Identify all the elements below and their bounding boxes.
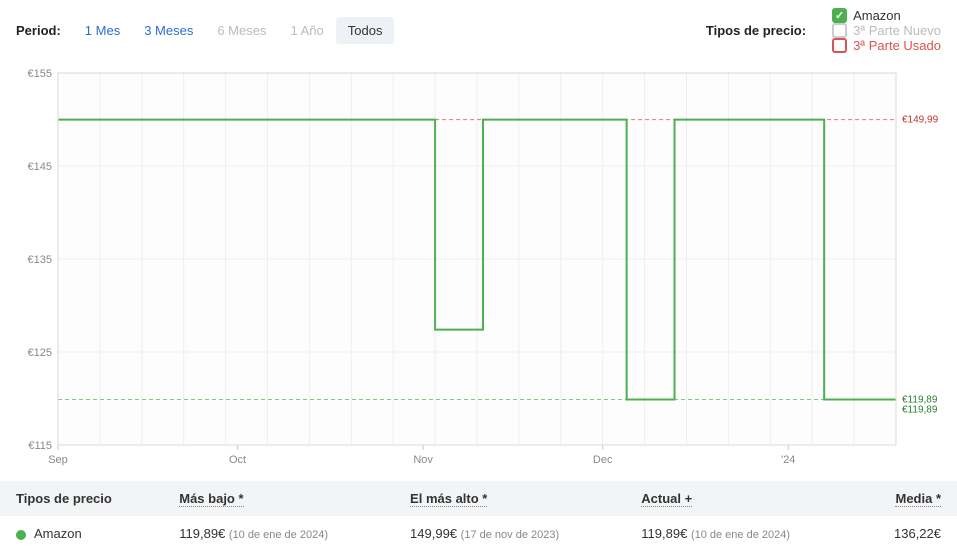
cell-low: 119,89€ (10 de ene de 2024) — [163, 516, 394, 551]
col-type: Tipos de precio — [0, 481, 163, 516]
legend-label: Amazon — [853, 8, 901, 23]
period-tab-6-meses: 6 Meses — [205, 17, 278, 44]
svg-text:Oct: Oct — [229, 454, 246, 466]
top-bar: Period: 1 Mes3 Meses6 Meses1 AñoTodos Ti… — [0, 0, 957, 61]
series-dot-icon — [16, 530, 26, 540]
legend-item-3-parte-nuevo[interactable]: 3ª Parte Nuevo — [832, 23, 941, 38]
svg-text:Sep: Sep — [48, 454, 68, 466]
col-low: Más bajo * — [163, 481, 394, 516]
summary-row-amazon: Amazon 119,89€ (10 de ene de 2024) 149,9… — [0, 516, 957, 551]
svg-text:'24: '24 — [781, 454, 795, 466]
period-tab-1-año: 1 Año — [278, 17, 335, 44]
svg-text:€119,89: €119,89 — [902, 405, 938, 416]
price-chart: €115 €125 €135 €145 €155 Sep Oct Nov Dec '24 €149,… — [16, 65, 941, 475]
svg-text:€155: €155 — [28, 68, 52, 80]
period-label: Period: — [16, 23, 61, 38]
period-tab-todos[interactable]: Todos — [336, 17, 395, 44]
svg-text:€145: €145 — [28, 161, 52, 173]
svg-text:€149,99: €149,99 — [902, 115, 939, 126]
cell-type: Amazon — [0, 516, 163, 551]
col-avg: Media * — [856, 481, 957, 516]
checkbox-icon[interactable] — [832, 8, 847, 23]
period-tab-1-mes[interactable]: 1 Mes — [73, 17, 132, 44]
cell-current: 119,89€ (10 de ene de 2024) — [625, 516, 856, 551]
period-group: Period: 1 Mes3 Meses6 Meses1 AñoTodos — [16, 23, 394, 38]
cell-avg: 136,22€ — [856, 516, 957, 551]
col-high: El más alto * — [394, 481, 625, 516]
checkbox-icon[interactable] — [832, 23, 847, 38]
svg-text:€115: €115 — [28, 440, 52, 452]
cell-high: 149,99€ (17 de nov de 2023) — [394, 516, 625, 551]
legend-item-amazon[interactable]: Amazon — [832, 8, 941, 23]
svg-text:€125: €125 — [28, 347, 52, 359]
legend-label: 3ª Parte Usado — [853, 38, 941, 53]
legend-label: 3ª Parte Nuevo — [853, 23, 941, 38]
col-current: Actual + — [625, 481, 856, 516]
price-types-group: Tipos de precio: Amazon3ª Parte Nuevo3ª … — [706, 8, 941, 53]
summary-header-row: Tipos de precio Más bajo * El más alto *… — [0, 481, 957, 516]
price-types-label: Tipos de precio: — [706, 23, 806, 38]
checkbox-icon[interactable] — [832, 38, 847, 53]
svg-text:€135: €135 — [28, 254, 52, 266]
svg-text:Nov: Nov — [413, 454, 433, 466]
summary-table: Tipos de precio Más bajo * El más alto *… — [0, 481, 957, 551]
period-tab-3-meses[interactable]: 3 Meses — [132, 17, 205, 44]
legend-item-3-parte-usado[interactable]: 3ª Parte Usado — [832, 38, 941, 53]
svg-text:Dec: Dec — [593, 454, 613, 466]
